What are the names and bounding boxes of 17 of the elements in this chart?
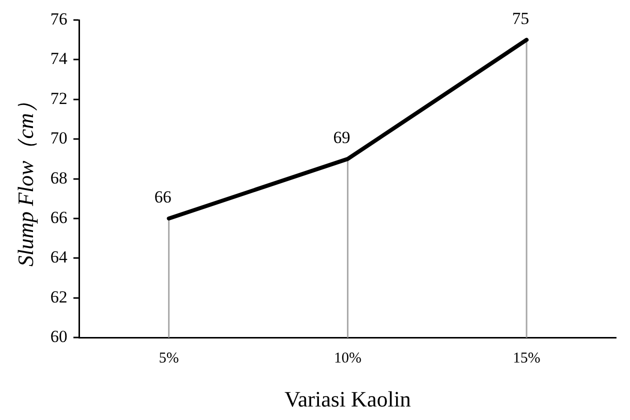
x-tick-label: 15% [512,350,540,367]
x-tick-label: 5% [158,350,179,367]
y-tick-label: 62 [50,287,68,306]
y-tick-label: 76 [50,9,68,28]
data-label: 75 [512,8,530,28]
y-tick-label: 66 [50,208,68,227]
y-tick-label: 72 [50,88,68,108]
y-tick-label: 64 [50,248,68,267]
y-tick-label: 70 [50,128,68,148]
y-axis-title: Slump Flow（cm） [12,91,38,266]
y-tick-label: 60 [50,327,68,346]
x-axis-title: Variasi Kaolin [284,386,411,412]
data-label: 66 [154,187,172,206]
y-tick-label: 68 [50,168,68,188]
y-tick-label: 74 [50,49,68,68]
x-tick-label: 10% [334,350,362,367]
data-label: 69 [333,128,350,147]
